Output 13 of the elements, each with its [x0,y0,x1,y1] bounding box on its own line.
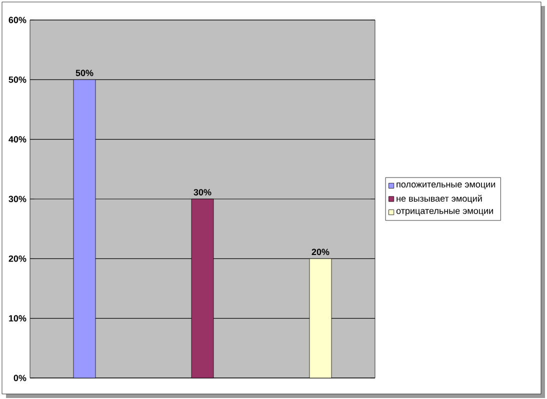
y-tick-label: 40% [8,136,26,143]
legend-label: положительные эмоции [396,182,496,190]
y-tick-label: 30% [8,196,26,202]
y-tick-label: 50% [8,76,26,83]
legend-label: отрицательные эмоции [396,209,493,216]
y-tick-label: 20% [8,255,26,262]
y-tick-label: 10% [9,315,26,322]
data-label: 30% [194,189,212,196]
data-label: 50% [76,70,94,76]
legend-label: не вызывает эмоций [396,194,482,204]
y-tick-label: 60% [8,16,26,24]
data-label: 20% [312,248,330,256]
y-tick-label: 0% [14,374,26,382]
